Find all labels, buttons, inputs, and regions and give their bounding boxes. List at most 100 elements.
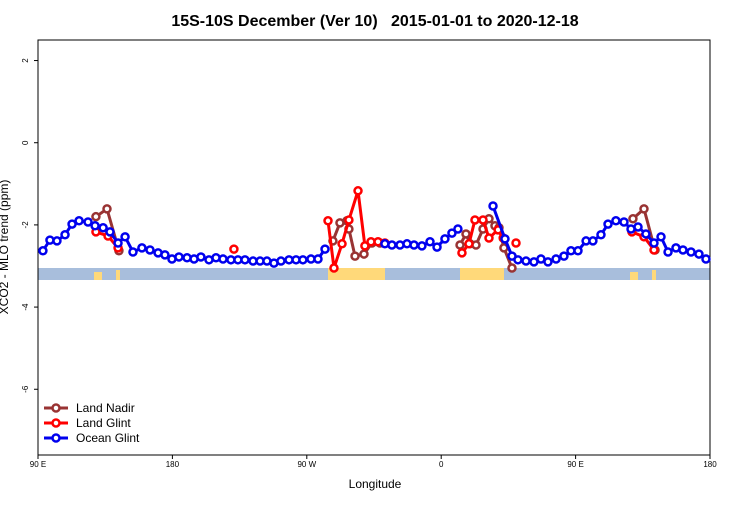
data-point	[128, 247, 138, 257]
land-band	[328, 268, 385, 280]
data-point	[359, 249, 369, 259]
x-tick-label: 180	[703, 460, 717, 469]
data-point	[320, 244, 330, 254]
data-point	[113, 238, 123, 248]
x-axis-label: Longitude	[349, 477, 402, 491]
data-point	[619, 217, 629, 227]
land-band	[460, 268, 504, 280]
data-point	[507, 263, 517, 273]
legend-label: Ocean Glint	[76, 431, 140, 445]
data-point	[160, 250, 170, 260]
data-point	[387, 240, 397, 250]
data-point	[91, 211, 101, 222]
data-point	[83, 217, 93, 227]
plot-frame	[37, 39, 711, 456]
y-tick-label: 2	[21, 58, 30, 63]
data-point	[313, 254, 323, 264]
data-point	[559, 251, 569, 261]
data-point	[350, 251, 360, 261]
y-tick-label: -6	[21, 385, 30, 393]
data-point	[686, 247, 696, 257]
data-point	[447, 228, 457, 238]
data-point	[137, 243, 147, 253]
data-point	[74, 216, 84, 226]
data-point	[470, 215, 480, 225]
x-tick-label: 0	[439, 460, 444, 469]
data-point	[90, 220, 100, 231]
data-point	[453, 224, 463, 234]
data-point	[603, 219, 613, 229]
data-point	[240, 255, 250, 265]
land-sea-strip	[38, 268, 710, 280]
data-point	[639, 204, 649, 214]
data-point	[478, 215, 488, 225]
data-point	[52, 236, 62, 246]
data-point	[344, 215, 354, 225]
data-point	[678, 245, 688, 255]
data-point	[329, 263, 339, 273]
data-point	[513, 255, 523, 265]
data-point	[511, 238, 521, 248]
data-point	[337, 239, 347, 249]
legend-label: Land Nadir	[76, 401, 135, 415]
data-point	[67, 219, 77, 229]
land-band	[94, 272, 102, 280]
data-point	[461, 229, 471, 239]
data-point	[229, 244, 239, 254]
series-line	[41, 205, 707, 265]
data-point	[596, 230, 606, 240]
data-point	[218, 254, 228, 264]
data-point	[276, 256, 286, 266]
legend-marker	[51, 403, 61, 413]
data-point	[588, 236, 598, 246]
land-band	[652, 270, 656, 280]
data-point	[649, 238, 659, 248]
x-tick-label: 90 E	[30, 460, 46, 469]
land-band	[630, 272, 638, 280]
data-point	[105, 227, 115, 237]
y-axis-label: XCO2 - MLO trend (ppm)	[0, 180, 11, 315]
data-point	[543, 257, 553, 267]
data-point	[611, 216, 621, 226]
y-tick-label: -4	[21, 303, 30, 311]
land-band	[116, 270, 120, 280]
data-point	[38, 246, 48, 256]
data-point	[196, 252, 206, 262]
data-point	[98, 223, 108, 233]
data-point	[323, 216, 333, 226]
data-point	[455, 240, 465, 250]
data-point	[521, 256, 531, 266]
data-point	[457, 248, 467, 258]
data-point	[484, 233, 494, 243]
y-tick-label: -2	[21, 221, 30, 229]
data-point	[360, 241, 370, 251]
data-point	[633, 222, 643, 232]
data-point	[409, 240, 419, 250]
x-tick-label: 90 E	[567, 460, 583, 469]
data-point	[573, 246, 583, 256]
x-tick-label: 180	[166, 460, 180, 469]
data-point	[701, 254, 711, 264]
legend-marker	[51, 433, 61, 443]
data-point	[174, 252, 184, 262]
data-point	[353, 186, 363, 196]
data-point	[432, 242, 442, 252]
data-point	[464, 239, 474, 249]
data-point	[694, 249, 704, 259]
data-point	[663, 247, 673, 257]
data-point	[120, 232, 130, 242]
data-point	[425, 236, 435, 247]
data-point	[500, 234, 510, 244]
chart-title: 15S-10S December (Ver 10) 2015-01-01 to …	[171, 13, 578, 30]
data-point	[488, 201, 498, 211]
data-point	[551, 254, 561, 264]
y-tick-label: 0	[21, 140, 30, 145]
data-point	[628, 213, 638, 224]
data-point	[298, 255, 308, 265]
legend-marker	[51, 418, 61, 428]
x-tick-label: 90 W	[297, 460, 316, 469]
data-point	[656, 232, 666, 242]
data-point	[641, 229, 651, 239]
